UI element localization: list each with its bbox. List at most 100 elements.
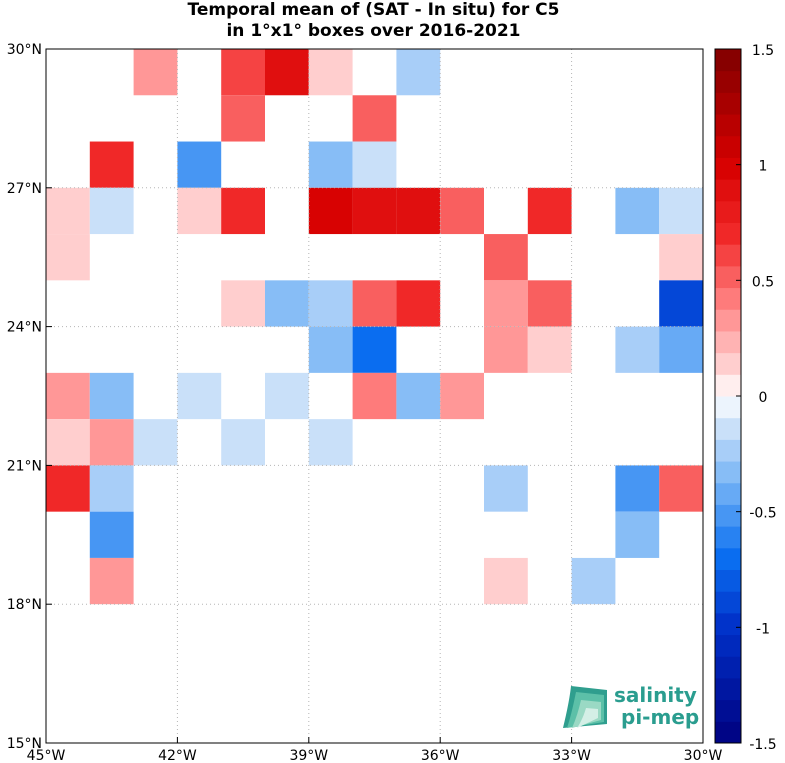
heatmap-cell — [615, 511, 660, 558]
colorbar-segment — [715, 439, 741, 462]
heatmap-cell — [484, 234, 528, 281]
y-tick-label: 27°N — [7, 181, 42, 197]
heatmap-cell — [177, 141, 222, 188]
heatmap-cell — [484, 465, 528, 512]
heatmap-cell — [221, 187, 265, 235]
heatmap-cell — [352, 187, 397, 235]
colorbar-segment — [715, 70, 741, 93]
heatmap-cell — [308, 280, 353, 327]
heatmap-cell — [440, 187, 484, 235]
colorbar-segment — [715, 396, 741, 419]
colorbar-tick-label: 1.5 — [752, 43, 774, 59]
heatmap-cell — [221, 95, 265, 142]
colorbar-segment — [715, 547, 741, 570]
heatmap-cell — [308, 326, 353, 373]
heatmap-cell — [133, 419, 178, 466]
x-tick-label: 39°W — [289, 748, 328, 763]
heatmap-cell — [352, 280, 397, 327]
colorbar-segment — [715, 92, 741, 115]
heatmap-cell — [352, 326, 397, 373]
heatmap-cell — [308, 49, 353, 96]
x-tick-label: 36°W — [421, 748, 460, 763]
heatmap-cell — [527, 280, 572, 327]
colorbar-segment — [715, 49, 741, 72]
colorbar-segment — [715, 374, 741, 397]
heatmap-cell — [177, 187, 222, 235]
colorbar-segment — [715, 157, 741, 180]
colorbar-segment — [715, 504, 741, 527]
logo-text-pi-mep: pi-mep — [621, 705, 699, 729]
colorbar-segment — [715, 591, 741, 614]
colorbar — [714, 48, 742, 744]
heatmap-cell — [527, 187, 572, 235]
y-tick-label: 24°N — [7, 320, 42, 336]
heatmap-cell — [659, 187, 703, 235]
heatmap-cell — [659, 326, 703, 373]
heatmap-cell — [308, 141, 353, 188]
colorbar-segment — [715, 721, 741, 744]
colorbar-segment — [715, 222, 741, 245]
heatmap-cell — [396, 49, 441, 96]
y-axis-ticks: 30°N 27°N 24°N 21°N 18°N 15°N — [7, 42, 52, 752]
plot-frame — [45, 48, 704, 744]
heatmap-cell — [133, 49, 178, 96]
heatmap-cell — [571, 557, 616, 605]
chart-subtitle: in 1°x1° boxes over 2016-2021 — [226, 21, 521, 41]
heatmap-cell — [89, 557, 134, 605]
heatmap-cell — [89, 187, 134, 235]
colorbar-tick-label: -1.5 — [749, 737, 776, 753]
colorbar-segment — [715, 352, 741, 375]
grid-lines — [46, 49, 703, 743]
heatmap-cell — [89, 511, 134, 558]
heatmap-cell — [265, 372, 309, 420]
heatmap-cell — [265, 49, 309, 96]
heatmap-cell — [352, 372, 397, 420]
colorbar-segment — [715, 417, 741, 440]
colorbar-tick-label: -1 — [756, 621, 770, 637]
colorbar-segment — [715, 287, 741, 310]
colorbar-segment — [715, 526, 741, 549]
colorbar-segment — [715, 309, 741, 332]
heatmap-cell — [484, 557, 528, 605]
colorbar-segment — [715, 482, 741, 505]
colorbar-tick-label: -0.5 — [749, 506, 776, 522]
heatmap-cell — [89, 419, 134, 466]
colorbar-segment — [715, 677, 741, 701]
logo-text-salinity: salinity — [614, 683, 697, 707]
x-tick-label: 42°W — [158, 748, 197, 763]
heatmap-cell — [308, 187, 353, 235]
heatmap-cell — [89, 372, 134, 420]
colorbar-tick-label: 0.5 — [752, 274, 774, 290]
heatmap-cell — [484, 280, 528, 327]
heatmap-cell — [352, 95, 397, 142]
heatmap-cell — [89, 465, 134, 512]
heatmap-cells — [46, 49, 703, 605]
colorbar-segment — [715, 569, 741, 592]
heatmap-cell — [352, 141, 397, 188]
x-axis-ticks: 45°W 42°W 39°W 36°W 33°W 30°W — [27, 737, 723, 763]
heatmap-cell — [396, 187, 441, 235]
heatmap-cell — [46, 187, 90, 235]
colorbar-segment — [715, 265, 741, 289]
heatmap-cell — [615, 326, 660, 373]
heatmap-cell — [396, 280, 441, 327]
heatmap-cell — [659, 234, 703, 281]
chart-title: Temporal mean of (SAT - In situ) for C5 — [187, 0, 560, 20]
colorbar-ticks: 1.5 1 0.5 0 -0.5 -1 -1.5 — [736, 43, 777, 753]
heatmap-cell — [615, 187, 660, 235]
colorbar-segment — [715, 200, 741, 223]
heatmap-cell — [221, 419, 265, 466]
x-tick-label: 30°W — [684, 748, 723, 763]
y-tick-label: 30°N — [7, 42, 42, 58]
colorbar-segment — [715, 330, 741, 354]
heatmap-cell — [177, 372, 222, 420]
heatmap-cell — [46, 234, 90, 281]
heatmap-cell — [308, 419, 353, 466]
heatmap-cell — [484, 326, 528, 373]
heatmap-cell — [221, 280, 265, 327]
chart-title-block: Temporal mean of (SAT - In situ) for C5 … — [0, 0, 747, 42]
x-tick-label: 33°W — [552, 748, 591, 763]
heatmap-cell — [615, 465, 660, 512]
colorbar-tick-label: 0 — [759, 390, 768, 406]
